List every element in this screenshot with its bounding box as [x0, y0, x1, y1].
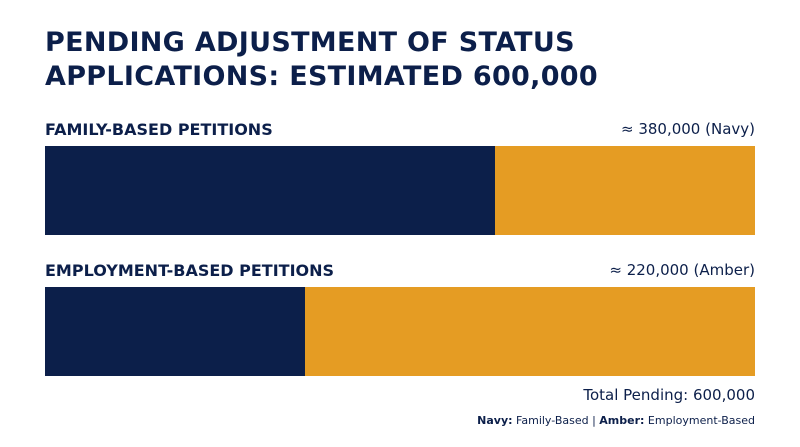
employment-based-label: EMPLOYMENT-BASED PETITIONS — [45, 261, 335, 280]
family-based-bar — [45, 146, 755, 235]
chart-title-line-1: PENDING ADJUSTMENT OF STATUS — [45, 27, 575, 58]
total-pending-label: Total Pending: 600,000 — [583, 386, 755, 404]
chart-title: PENDING ADJUSTMENT OF STATUS APPLICATION… — [45, 26, 598, 94]
employment-based-bar — [45, 287, 755, 376]
bar-segment-employment-based — [305, 287, 755, 376]
bar-segment-family-based — [45, 146, 495, 235]
family-based-value: ≈ 380,000 (Navy) — [620, 120, 755, 138]
chart-title-line-2: APPLICATIONS: ESTIMATED 600,000 — [45, 61, 598, 92]
family-based-label: FAMILY-BASED PETITIONS — [45, 120, 273, 139]
legend-navy-key: Navy: — [477, 414, 513, 427]
chart-legend: Navy: Family-Based | Amber: Employment-B… — [477, 414, 755, 427]
legend-navy-text: Family-Based | — [512, 414, 600, 427]
bar-segment-family-based — [45, 287, 306, 376]
bar-segment-employment-based — [494, 146, 755, 235]
employment-based-value: ≈ 220,000 (Amber) — [609, 261, 755, 279]
legend-amber-text: Employment-Based — [644, 414, 755, 427]
legend-amber-key: Amber: — [599, 414, 645, 427]
